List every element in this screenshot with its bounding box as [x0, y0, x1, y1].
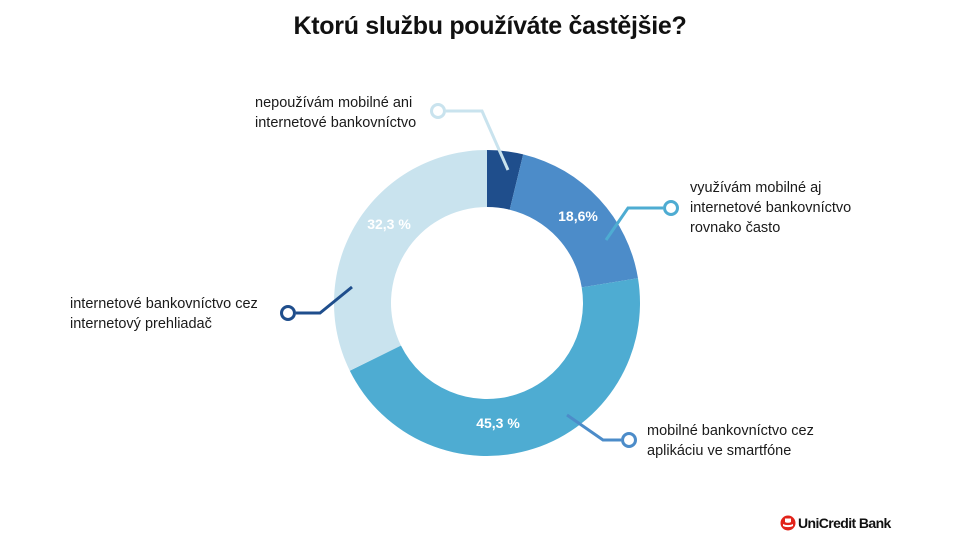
legend-label-3-line-0: internetové bankovníctvo cez [70, 296, 258, 312]
unicredit-logo: UniCredit Bank [780, 515, 891, 531]
callout-marker-3 [280, 305, 296, 321]
donut-slice-1 [509, 154, 638, 288]
slice-value-label-1: 18,6% [558, 208, 598, 224]
callout-marker-0 [430, 103, 446, 119]
slice-labels: 18,6% 45,3 % 32,3 % [367, 208, 598, 431]
callout-line-2 [566, 413, 621, 442]
unicredit-logo-icon [780, 515, 796, 531]
donut-slice-0 [487, 150, 524, 210]
callout-line-1 [604, 206, 663, 241]
legend-label-0-line-1: internetové bankovníctvo [255, 115, 416, 131]
donut-slice-2 [349, 278, 640, 456]
callout-line-0 [446, 109, 510, 171]
legend-label-1-line-0: využívám mobilné aj [690, 180, 821, 196]
legend-label-2-line-0: mobilné bankovníctvo cez [647, 423, 814, 439]
callouts: nepoužívám mobilné ani internetové bankov… [70, 95, 851, 459]
donut-slices [333, 150, 640, 456]
brand-name: UniCredit Bank [798, 515, 891, 531]
legend-label-3-line-1: internetový prehliadač [70, 316, 212, 332]
legend-label-0-line-0: nepoužívám mobilné ani [255, 95, 412, 111]
callout-marker-1 [663, 200, 679, 216]
legend-label-1-line-2: rovnako často [690, 220, 780, 236]
slice-value-label-2: 45,3 % [476, 415, 520, 431]
slice-value-label-3: 32,3 % [367, 216, 411, 232]
chart-title: Ktorú službu používáte častějšie? [293, 12, 687, 40]
callout-line-3 [296, 285, 353, 315]
legend-label-1-line-1: internetové bankovníctvo [690, 200, 851, 216]
donut-slice-3 [333, 150, 487, 371]
callout-marker-2 [621, 432, 637, 448]
legend-label-2-line-1: aplikáciu ve smartfóne [647, 443, 791, 459]
